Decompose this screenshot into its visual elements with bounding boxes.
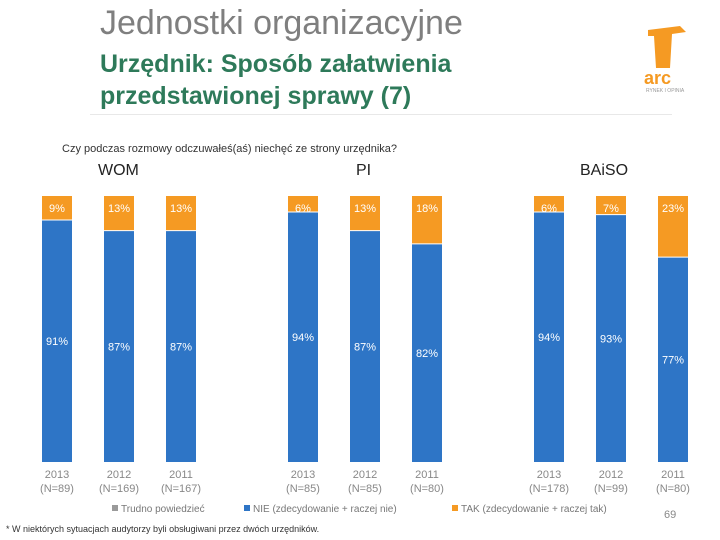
label-tak-baiso-2013: 6%: [541, 203, 557, 215]
label-nie-wom-2013: 91%: [46, 336, 68, 348]
label-nie-baiso-2012: 93%: [600, 333, 622, 345]
page-subtitle: Urzędnik: Sposób załatwienia przedstawio…: [100, 48, 451, 112]
bar-nie-baiso-2013: [534, 211, 564, 462]
legend-swatch-tak: [452, 505, 458, 511]
tick-n-baiso-2011: (N=80): [656, 483, 690, 495]
group-label-wom: WOM: [98, 162, 139, 179]
bar-tak-pi-2011: [412, 196, 442, 244]
label-nie-pi-2011: 82%: [416, 348, 438, 360]
tick-year-pi-2011: 2011: [415, 469, 439, 481]
tick-year-wom-2011: 2011: [169, 469, 193, 481]
page-number: 69: [664, 509, 677, 521]
tick-n-pi-2012: (N=85): [348, 483, 382, 495]
bar-nie-wom-2012: [104, 230, 134, 462]
group-label-pi: PI: [356, 162, 372, 179]
bar-tak-wom-2011: [166, 196, 196, 231]
tick-n-wom-2011: (N=167): [161, 483, 201, 495]
bar-nie-wom-2011: [166, 230, 196, 462]
label-nie-wom-2011: 87%: [170, 341, 192, 353]
legend-label-nie: NIE (zdecydowanie + raczej nie): [253, 504, 397, 515]
logo-tagline: RYNEK I OPINIA: [646, 88, 685, 94]
label-nie-pi-2013: 94%: [292, 332, 314, 344]
label-tak-baiso-2012: 7%: [603, 203, 619, 215]
bar-nie-baiso-2012: [596, 214, 626, 462]
bar-tak-wom-2012: [104, 196, 134, 231]
legend-label-trudno: Trudno powiedzieć: [121, 504, 205, 515]
legend-swatch-nie: [244, 505, 250, 511]
label-nie-wom-2012: 87%: [108, 341, 130, 353]
tick-year-pi-2012: 2012: [353, 469, 377, 481]
tick-year-baiso-2013: 2013: [537, 469, 561, 481]
logo-text: arc: [644, 68, 671, 88]
tick-n-baiso-2012: (N=99): [594, 483, 628, 495]
tick-year-wom-2013: 2013: [45, 469, 69, 481]
tick-n-wom-2012: (N=169): [99, 483, 139, 495]
subtitle-line-2: przedstawionej sprawy (7): [100, 82, 412, 110]
legend-label-tak: TAK (zdecydowanie + raczej tak): [461, 504, 607, 515]
legend-swatch-trudno: [112, 505, 118, 511]
tick-n-pi-2013: (N=85): [286, 483, 320, 495]
label-tak-wom-2013: 9%: [49, 203, 65, 215]
tick-year-baiso-2011: 2011: [661, 469, 685, 481]
bar-tak-baiso-2011: [658, 196, 688, 258]
page-title: Jednostki organizacyjne: [100, 4, 463, 42]
tick-year-pi-2013: 2013: [291, 469, 315, 481]
tick-year-baiso-2012: 2012: [599, 469, 623, 481]
bar-nie-pi-2012: [350, 230, 380, 462]
label-tak-wom-2012: 13%: [108, 203, 130, 215]
label-tak-pi-2013: 6%: [295, 203, 311, 215]
label-nie-baiso-2011: 77%: [662, 355, 684, 367]
tick-year-wom-2012: 2012: [107, 469, 131, 481]
tick-n-baiso-2013: (N=178): [529, 483, 569, 495]
bar-nie-pi-2011: [412, 243, 442, 462]
tick-n-wom-2013: (N=89): [40, 483, 74, 495]
bar-tak-wom-2013: [42, 196, 72, 220]
label-tak-pi-2011: 18%: [416, 203, 438, 215]
label-nie-baiso-2013: 94%: [538, 332, 560, 344]
bar-tak-baiso-2012: [596, 196, 626, 215]
label-tak-wom-2011: 13%: [170, 203, 192, 215]
tick-n-pi-2011: (N=80): [410, 483, 444, 495]
label-nie-pi-2012: 87%: [354, 341, 376, 353]
arc-logo: arc RYNEK I OPINIA: [644, 26, 686, 94]
group-label-baiso: BAiSO: [580, 162, 629, 179]
header-divider: [90, 114, 672, 115]
label-tak-pi-2012: 13%: [354, 203, 376, 215]
bar-nie-baiso-2011: [658, 257, 688, 462]
bar-tak-pi-2013: [288, 196, 318, 212]
subtitle-line-1: Urzędnik: Sposób załatwienia: [100, 50, 452, 78]
footnote: * W niektórych sytuacjach audytorzy byli…: [6, 524, 320, 534]
survey-question: Czy podczas rozmowy odczuwałeś(aś) niech…: [62, 143, 398, 155]
bar-tak-baiso-2013: [534, 196, 564, 212]
bar-nie-wom-2013: [42, 219, 72, 462]
bar-nie-pi-2013: [288, 211, 318, 462]
bar-tak-pi-2012: [350, 196, 380, 231]
label-tak-baiso-2011: 23%: [662, 203, 684, 215]
logo-tower-icon: [648, 26, 686, 68]
